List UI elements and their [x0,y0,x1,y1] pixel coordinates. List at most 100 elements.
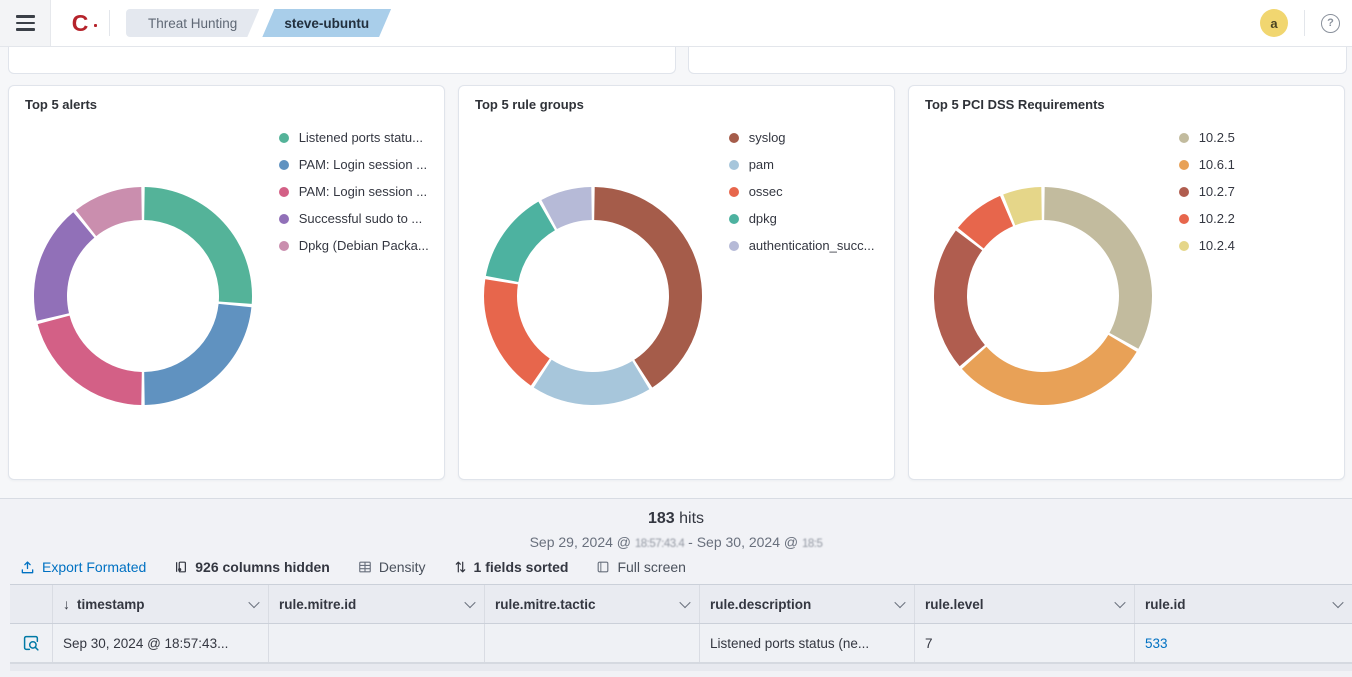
donut-slice[interactable] [144,187,253,304]
legend-item[interactable]: 10.2.2 [1178,205,1235,232]
legend-swatch-icon [278,186,289,197]
donut-chart-top-5-alerts[interactable] [32,185,254,407]
cell-timestamp[interactable]: Sep 30, 2024 @ 18:57:43... [52,624,268,662]
legend-label: Listened ports statu... [298,130,423,145]
legend-swatch-icon [1178,240,1189,251]
chevron-down-icon[interactable] [1332,596,1344,609]
column-header-rule-id[interactable]: rule.id [1134,585,1352,623]
donut-slice[interactable] [144,303,252,405]
column-header-timestamp[interactable]: ↓ timestamp [52,585,268,623]
donut-slice[interactable] [933,230,985,367]
full-screen-icon [598,561,609,573]
legend-label: Dpkg (Debian Packa... [298,238,429,253]
export-icon [21,560,34,573]
donut-slice[interactable] [1003,187,1042,226]
legend-swatch-icon [728,240,739,251]
legend-item[interactable]: authentication_succ... [728,232,874,259]
legend-item[interactable]: PAM: Login session ... [278,151,429,178]
column-header-rule-description[interactable]: rule.description [699,585,914,623]
legend-swatch-icon [728,159,739,170]
cell-rule-mitre-tactic[interactable] [484,624,699,662]
legend-label: 10.2.2 [1198,211,1235,226]
legend-label: PAM: Login session ... [298,184,428,199]
panel-title: Top 5 rule groups [475,97,584,112]
chevron-down-icon[interactable] [464,596,476,609]
chevron-down-icon[interactable] [248,596,260,609]
logo-letter: C [71,9,89,36]
legend-swatch-icon [728,186,739,197]
donut-slice[interactable] [1044,187,1152,349]
export-formatted-button[interactable]: Export Formated [20,559,146,575]
inspect-document-button[interactable] [23,635,40,652]
legend-label: pam [748,157,774,172]
panel-top-5-rule-groups: Top 5 rule groups syslog pam ossec dpkg auth… [458,85,895,480]
columns-hidden-button[interactable]: 926 columns hidden [174,559,330,575]
date-range-start-date: Sep 29, 2024 @ [529,534,631,550]
legend-item[interactable]: PAM: Login session ... [278,178,429,205]
rule-id-link[interactable]: 533 [1145,635,1168,651]
column-header-rule-level[interactable]: rule.level [914,585,1134,623]
legend-item[interactable]: 10.2.7 [1178,178,1235,205]
legend-item[interactable]: pam [728,151,875,178]
legend-item[interactable]: ossec [728,178,875,205]
legend-item[interactable]: Successful sudo to ... [278,205,429,232]
donut-slice[interactable] [961,334,1137,406]
legend-swatch-icon [1178,159,1189,170]
donut-slice[interactable] [37,315,142,405]
inspect-icon [23,635,39,651]
full-screen-button[interactable]: Full screen [596,559,686,575]
breadcrumb-agent-steve-ubuntu[interactable]: steve-ubuntu [262,9,391,37]
legend-item[interactable]: Listened ports statu... [278,124,429,151]
legend-swatch-icon [728,213,739,224]
legend-label: syslog [748,130,786,145]
card-stub-right [688,46,1347,74]
legend-label: ossec [748,184,783,199]
legend-item[interactable]: 10.6.1 [1178,151,1235,178]
donut-chart-top-5-rule-groups[interactable] [482,185,704,407]
avatar[interactable]: a [1260,9,1288,37]
column-header-rule-mitre-tactic[interactable]: rule.mitre.tactic [484,585,699,623]
donut-slice[interactable] [33,212,95,321]
donut-slice[interactable] [484,279,550,386]
legend-label: 10.6.1 [1198,157,1235,172]
donut-slice[interactable] [541,187,592,230]
column-header-rule-mitre-id[interactable]: rule.mitre.id [268,585,484,623]
density-icon [359,561,371,573]
legend-label: dpkg [748,211,777,226]
cell-rule-level[interactable]: 7 [914,624,1134,662]
date-range: Sep 29, 2024 @ 18:57:43.4 - Sep 30, 2024… [0,534,1352,550]
help-icon[interactable]: ? [1321,13,1340,33]
chevron-down-icon[interactable] [894,596,906,609]
density-button[interactable]: Density [358,559,426,575]
date-range-end-date: Sep 30, 2024 @ [696,534,799,550]
legend-item[interactable]: syslog [728,124,875,151]
app-logo[interactable]: C [51,9,109,36]
panel-title: Top 5 PCI DSS Requirements [925,97,1105,112]
donut-slice[interactable] [957,195,1014,249]
date-range-start-time: 18:57:43.4 [634,538,685,550]
cell-rule-mitre-id[interactable] [268,624,484,662]
donut-slice[interactable] [594,187,703,388]
legend-label: Successful sudo to ... [298,211,423,226]
legend-item[interactable]: dpkg [728,205,875,232]
panel-title: Top 5 alerts [25,97,98,112]
card-stub-left [8,46,676,74]
panel-top-5-pci-dss: Top 5 PCI DSS Requirements 10.2.5 10.6.1 1… [908,85,1345,480]
legend-item[interactable]: 10.2.4 [1178,232,1235,259]
legend-item[interactable]: Dpkg (Debian Packa... [278,232,429,259]
donut-slice[interactable] [75,187,142,237]
cell-rule-description[interactable]: Listened ports status (ne... [699,624,914,662]
chevron-down-icon[interactable] [1114,596,1126,609]
fields-sorted-button[interactable]: 1 fields sorted [454,559,568,575]
chevron-down-icon[interactable] [679,596,691,609]
legend-label: PAM: Login session ... [298,157,428,172]
breadcrumb: Threat Hunting steve-ubuntu [126,9,391,37]
breadcrumb-threat-hunting[interactable]: Threat Hunting [126,9,259,37]
hamburger-menu-button[interactable] [0,0,51,46]
donut-slice[interactable] [485,201,555,282]
legend-swatch-icon [1178,213,1189,224]
donut-slice[interactable] [533,359,650,406]
hits-unit: hits [679,510,705,527]
donut-chart-top-5-pci-dss[interactable] [932,185,1154,407]
legend-item[interactable]: 10.2.5 [1178,124,1235,151]
